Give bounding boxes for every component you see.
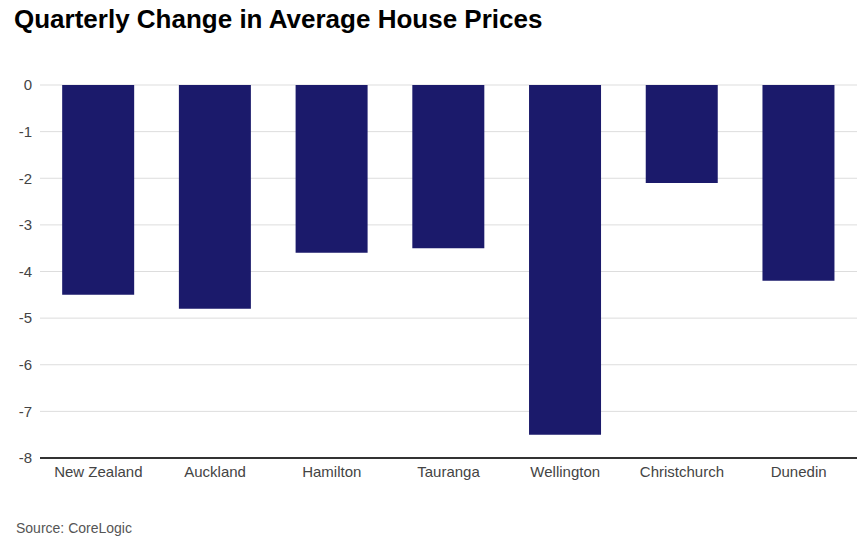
- svg-text:-7: -7: [19, 403, 32, 420]
- svg-text:-2: -2: [19, 170, 32, 187]
- svg-text:-5: -5: [19, 309, 32, 326]
- svg-text:0: 0: [24, 76, 32, 93]
- svg-text:-6: -6: [19, 356, 32, 373]
- svg-text:Wellington: Wellington: [530, 463, 600, 480]
- svg-text:Tauranga: Tauranga: [417, 463, 480, 480]
- svg-text:-3: -3: [19, 216, 32, 233]
- svg-text:Christchurch: Christchurch: [640, 463, 724, 480]
- svg-text:New Zealand: New Zealand: [54, 463, 142, 480]
- html-text:Source: CoreLogic: Source: CoreLogic: [16, 520, 132, 536]
- svg-text:-1: -1: [19, 123, 32, 140]
- html-text:Quarterly Change in Average Ho: Quarterly Change in Average House Prices: [14, 4, 543, 34]
- svg-text:Hamilton: Hamilton: [302, 463, 361, 480]
- svg-text:Auckland: Auckland: [184, 463, 246, 480]
- svg-text:-4: -4: [19, 263, 32, 280]
- svg-text:-8: -8: [19, 449, 32, 466]
- svg-text:Dunedin: Dunedin: [771, 463, 827, 480]
